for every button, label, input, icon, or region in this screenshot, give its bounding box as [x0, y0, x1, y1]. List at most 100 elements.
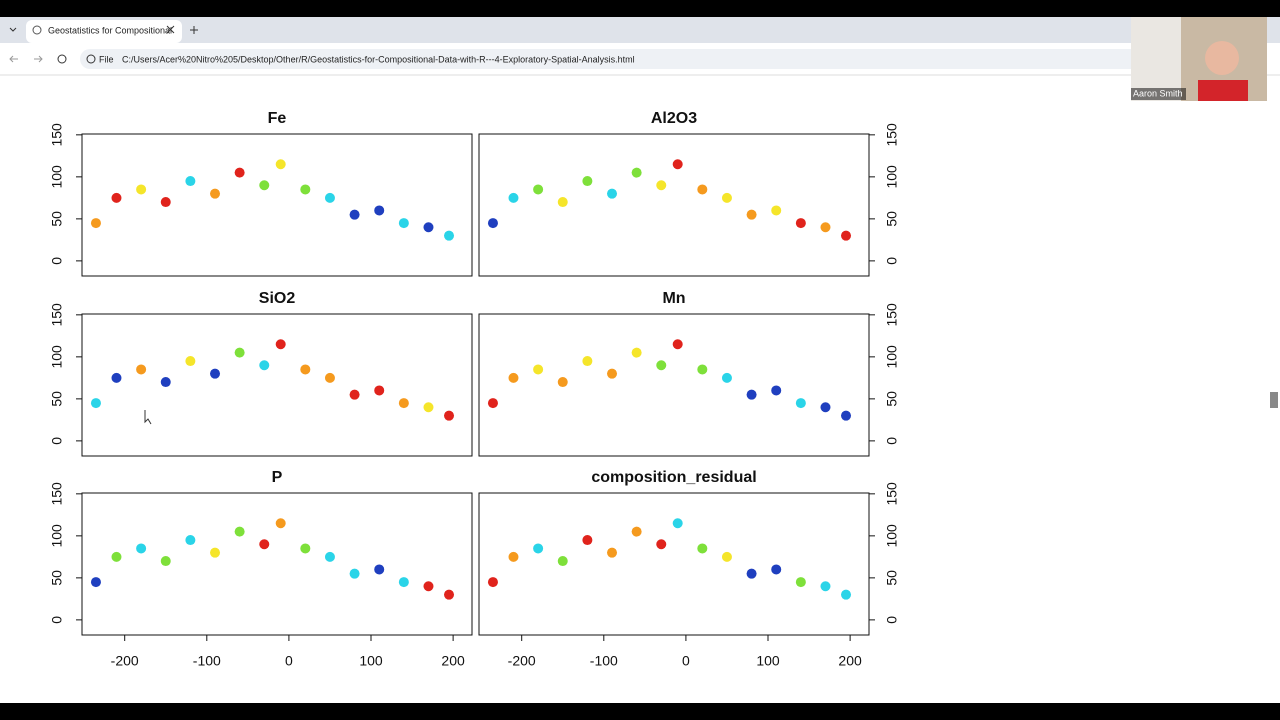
point	[841, 410, 852, 421]
y-tick-label: 0	[49, 257, 65, 265]
reload[interactable]	[57, 54, 67, 64]
point	[90, 218, 101, 229]
webcam-label-bg	[1131, 88, 1186, 100]
point	[820, 222, 831, 233]
point	[234, 167, 245, 178]
cursor	[144, 410, 152, 425]
y-tick-label: 100	[49, 524, 65, 548]
tab-menu[interactable]	[9, 27, 17, 32]
point	[210, 547, 221, 558]
point	[398, 398, 409, 409]
point	[487, 218, 498, 229]
point	[423, 581, 434, 592]
point	[746, 568, 757, 579]
point	[582, 535, 593, 546]
point	[210, 188, 221, 199]
point	[697, 543, 708, 554]
tab-title[interactable]: Geostatistics for Compositional	[48, 25, 172, 35]
point	[275, 159, 286, 170]
y-tick-label: 50	[884, 211, 900, 227]
scheme: File	[99, 54, 114, 64]
point	[185, 356, 196, 367]
address-bar[interactable]	[80, 49, 1140, 69]
point	[111, 372, 122, 383]
point	[349, 209, 360, 220]
y-tick-label: 0	[884, 257, 900, 265]
point	[487, 398, 498, 409]
point	[349, 568, 360, 579]
point	[746, 209, 757, 220]
point	[820, 581, 831, 592]
point	[300, 543, 311, 554]
y-tick-label: 50	[49, 211, 65, 227]
y-tick-label: 0	[49, 616, 65, 624]
point	[607, 547, 618, 558]
point	[746, 389, 757, 400]
point	[259, 539, 270, 550]
point	[607, 188, 618, 199]
plot-frame	[478, 492, 870, 636]
point	[508, 372, 519, 383]
panel-title: composition_residual	[591, 469, 756, 486]
y-tick-label: 50	[884, 570, 900, 586]
x-tick-label: 200	[838, 653, 862, 669]
url[interactable]: C:/Users/Acer%20Nitro%205/Desktop/Other/…	[122, 54, 635, 64]
point	[324, 372, 335, 383]
point	[275, 339, 286, 350]
point	[672, 159, 683, 170]
point	[582, 176, 593, 187]
y-tick-label: 150	[884, 123, 900, 147]
webcam-shirt	[1198, 80, 1248, 101]
point	[136, 364, 147, 375]
point	[234, 347, 245, 358]
tab-close[interactable]	[166, 25, 175, 34]
point	[841, 589, 852, 600]
y-tick-label: 150	[49, 482, 65, 506]
y-tick-label: 100	[49, 165, 65, 189]
point	[508, 551, 519, 562]
point	[841, 230, 852, 241]
x-tick-label: 0	[285, 653, 293, 669]
y-tick-label: 100	[884, 345, 900, 369]
y-tick-label: 50	[884, 391, 900, 407]
point	[111, 551, 122, 562]
x-tick-label: -200	[508, 653, 536, 669]
point	[275, 518, 286, 529]
x-tick-label: 100	[359, 653, 383, 669]
point	[398, 577, 409, 588]
webcam-name: Aaron Smith	[1133, 88, 1183, 98]
panel-title: Fe	[268, 110, 287, 127]
point	[160, 377, 171, 388]
point	[185, 176, 196, 187]
y-tick-label: 150	[884, 482, 900, 506]
point	[423, 402, 434, 413]
y-tick-label: 150	[884, 303, 900, 327]
back[interactable]	[9, 55, 18, 63]
tab[interactable]	[26, 20, 182, 43]
point	[136, 184, 147, 195]
plot-frame	[81, 313, 473, 457]
panel-title: Al2O3	[651, 110, 697, 127]
point	[795, 577, 806, 588]
point	[795, 218, 806, 229]
point	[533, 184, 544, 195]
y-tick-label: 0	[884, 616, 900, 624]
y-tick-label: 150	[49, 303, 65, 327]
point	[820, 402, 831, 413]
point	[300, 364, 311, 375]
point	[508, 192, 519, 203]
panel-title: P	[272, 469, 283, 486]
point	[771, 564, 782, 575]
point	[672, 339, 683, 350]
point	[721, 192, 732, 203]
point	[656, 180, 667, 191]
plot-frame	[81, 133, 473, 277]
point	[631, 167, 642, 178]
point	[533, 364, 544, 375]
point	[259, 360, 270, 371]
scrollbar-thumb[interactable]	[1270, 392, 1278, 408]
point	[136, 543, 147, 554]
forward[interactable]	[34, 55, 43, 63]
new-tab[interactable]	[190, 26, 198, 34]
point	[631, 347, 642, 358]
